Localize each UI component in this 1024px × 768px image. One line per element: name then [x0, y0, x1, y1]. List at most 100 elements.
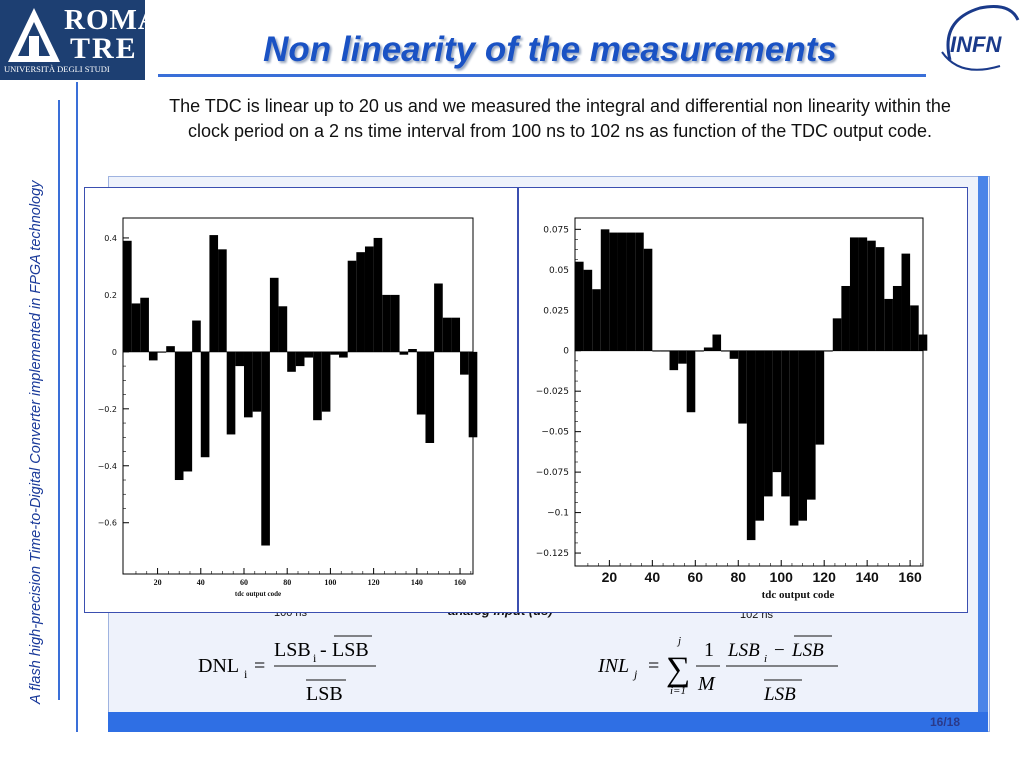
logo-line-2: TRE [70, 32, 138, 65]
inl-equals: = [648, 655, 659, 677]
x-tick-label: 20 [154, 578, 162, 587]
dnl-lhs-sub: i [244, 667, 248, 681]
bar [313, 351, 322, 421]
page-number: 16/18 [930, 715, 961, 729]
bar [738, 350, 747, 424]
dnl-formula: DNL i = LSB i - LSB LSB [196, 628, 386, 708]
y-tick-label: −0.4 [98, 462, 117, 471]
dnl-minus: - [320, 639, 327, 661]
bar [815, 350, 825, 445]
dnl-num-b: LSB [332, 639, 369, 661]
inl-lhs-sub: j [632, 667, 638, 681]
y-tick-label: −0.075 [536, 468, 569, 478]
inl-chart-panel: 0.075 0.05 0.025 0 −0.025 −0.05 −0.075 −0.1 −0.1… [518, 187, 968, 613]
bar [841, 285, 850, 351]
bar [755, 350, 765, 521]
bar [192, 320, 201, 352]
inl-num-a: LSB [727, 640, 760, 661]
inl-frac1-num: 1 [704, 639, 714, 661]
bar [269, 277, 279, 352]
sidebar-caption: A flash high-precision Time-to-Digital C… [28, 180, 44, 704]
university-emblem-icon [8, 8, 60, 62]
bar [746, 350, 756, 541]
x-tick-label: 160 [454, 578, 466, 587]
bar [183, 351, 193, 472]
bar [609, 232, 618, 351]
bar [278, 306, 288, 352]
bar [789, 350, 799, 526]
dnl-lhs: DNL [198, 655, 239, 677]
bar [781, 350, 790, 497]
bar [243, 351, 253, 418]
bar [575, 261, 584, 351]
roma-tre-logo: ROMA TRE UNIVERSITÀ DEGLI STUDI [0, 0, 159, 80]
x-axis-label: tdc output code [235, 590, 281, 598]
inl-formula: INL j = j ∑ i=1 1 M LSB i − LSB LSB [596, 628, 856, 708]
bar [200, 351, 210, 458]
bar [140, 297, 149, 352]
bar [235, 351, 244, 367]
inl-minus: − [774, 640, 785, 661]
infn-logo-icon: INFN [941, 5, 1020, 71]
sidebar-divider [58, 100, 60, 700]
y-tick-label: −0.2 [98, 405, 117, 414]
bar [434, 283, 443, 352]
bar [875, 247, 885, 351]
title-underline [158, 74, 926, 77]
bar [867, 240, 876, 351]
bar [356, 252, 365, 352]
bar [617, 232, 627, 351]
bar [910, 305, 919, 351]
bar [287, 351, 296, 372]
bar [703, 347, 713, 351]
bar [858, 237, 868, 351]
y-tick-label: 0.4 [104, 234, 117, 243]
x-tick-label: 20 [602, 569, 618, 585]
infn-logo: INFN [930, 0, 1024, 82]
inl-lhs: INL [597, 655, 629, 677]
x-tick-label: 100 [770, 569, 794, 585]
x-tick-label: 80 [730, 569, 746, 585]
inl-den: LSB [763, 684, 796, 705]
y-tick-label: 0.2 [104, 291, 117, 300]
bar [304, 351, 314, 358]
dnl-num-sub: i [313, 651, 317, 665]
dnl-num-a: LSB [274, 639, 311, 661]
bar [339, 351, 348, 358]
bar [321, 351, 331, 412]
bar [123, 240, 132, 352]
bar [643, 248, 653, 351]
y-tick-label: 0.075 [543, 225, 569, 235]
bar [892, 285, 902, 351]
bar [166, 346, 175, 352]
y-tick-label: −0.6 [98, 519, 117, 528]
x-tick-label: 140 [411, 578, 423, 587]
y-tick-label: −0.1 [547, 509, 569, 519]
bar [686, 350, 696, 413]
dnl-chart: 0.4 0.2 0 −0.2 −0.4 −0.6 20 40 60 80 100 120 140 160 t… [98, 217, 478, 598]
bar [148, 351, 158, 361]
x-tick-label: 60 [688, 569, 704, 585]
intro-text: The TDC is linear up to 20 us and we mea… [169, 96, 951, 142]
bar [635, 232, 644, 351]
bar [460, 351, 469, 375]
bar [798, 350, 807, 521]
bar [425, 351, 435, 443]
page-title: Non linearity of the measurements [263, 30, 837, 69]
y-tick-label: 0 [563, 347, 569, 357]
bar [295, 351, 305, 367]
bar [764, 350, 773, 497]
bar [209, 235, 219, 352]
bar [901, 253, 911, 351]
inl-sum-top: j [676, 635, 681, 647]
x-tick-label: 60 [240, 578, 248, 587]
dnl-chart-panel: 0.4 0.2 0 −0.2 −0.4 −0.6 20 40 60 80 100 120 140 160 t… [84, 187, 518, 613]
x-tick-label: 120 [813, 569, 837, 585]
inl-frac1-den: M [697, 673, 716, 695]
bar [382, 294, 391, 352]
bar [390, 294, 400, 352]
dnl-equals: = [254, 655, 265, 677]
bar [330, 351, 340, 355]
x-tick-label: 40 [645, 569, 661, 585]
bar [157, 351, 167, 353]
